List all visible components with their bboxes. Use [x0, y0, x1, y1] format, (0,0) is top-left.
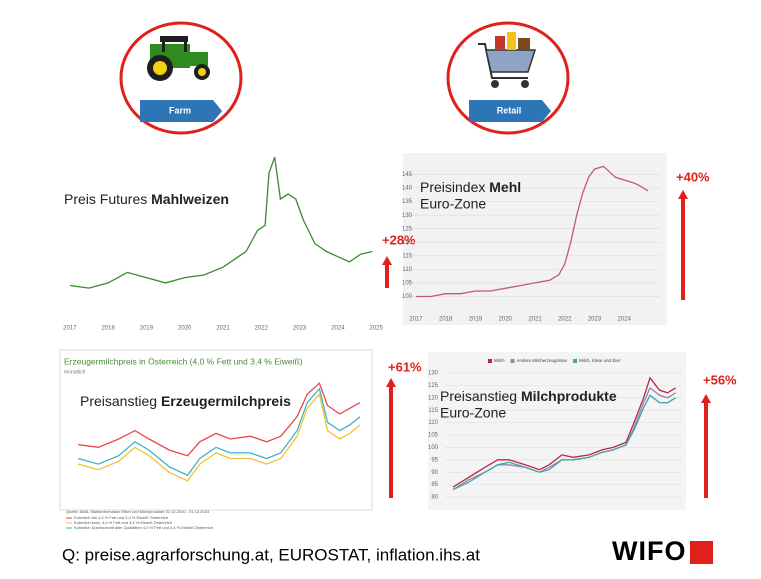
y-tick-label: 105 [428, 433, 439, 439]
x-tick-label: 2022 [255, 326, 269, 332]
y-tick-label: 115 [428, 408, 438, 414]
y-tick-label: 90 [431, 470, 438, 476]
legend-label: Kuhmilch konv. 4,0 % Fett und 3,4 % Eiwe… [74, 520, 172, 525]
legend-swatch [510, 359, 515, 363]
chart-title-text: Preisindex [420, 179, 485, 195]
y-tick-label: 135 [402, 199, 413, 205]
y-tick-label: 80 [431, 495, 438, 501]
x-tick-label: 2019 [469, 317, 483, 323]
legend-label: Kuhmilch Durchschnitt aller Qualitäten 4… [74, 525, 213, 530]
chart-title-bold: Erzeugermilchpreis [161, 393, 291, 409]
change-arrow [386, 378, 396, 498]
retail-button [469, 100, 551, 122]
chart-header-note: monatlich [64, 369, 86, 375]
chart-title-bold: Mehl [489, 179, 521, 195]
x-tick-label: 2017 [63, 326, 77, 332]
chart-title-bold: Mahlweizen [151, 191, 229, 207]
change-label: +61% [388, 359, 422, 374]
y-tick-label: 100 [402, 294, 413, 300]
change-label: +56% [703, 372, 737, 387]
tractor-icon [147, 36, 210, 81]
data-line [69, 156, 373, 289]
x-tick-label: 2020 [499, 317, 513, 323]
legend-label: Milch [494, 358, 505, 363]
retail-label: Retail [497, 105, 522, 115]
chart-title: Preisanstieg Milchprodukte [440, 388, 617, 404]
chart-header: Erzeugermilchpreis in Österreich (4,0 % … [64, 356, 303, 366]
chart-source: Quelle: AMA, Marktinformation Milch und … [66, 509, 210, 514]
x-tick-label: 2018 [101, 326, 115, 332]
x-tick-label: 2023 [293, 326, 307, 332]
x-tick-label: 2018 [439, 317, 453, 323]
data-line [78, 382, 361, 457]
chart-panel [59, 349, 373, 511]
cart-icon [478, 32, 537, 88]
y-tick-label: 130 [402, 213, 413, 219]
x-tick-label: 2023 [588, 317, 602, 323]
x-tick-label: 2024 [618, 317, 632, 323]
chart-title: Preisindex Mehl [420, 179, 521, 195]
chart-title-text: Preis Futures [64, 191, 147, 207]
data-line [416, 165, 649, 298]
x-tick-label: 2021 [528, 317, 542, 323]
chart-title-text: Preisanstieg [440, 388, 517, 404]
chart-subtitle: Euro-Zone [440, 405, 506, 421]
y-tick-label: 110 [428, 420, 438, 426]
change-arrow [701, 394, 711, 498]
y-tick-label: 100 [428, 445, 439, 451]
y-tick-label: 120 [402, 240, 413, 246]
x-tick-label: 2022 [558, 317, 572, 323]
x-tick-label: 2019 [140, 326, 154, 332]
x-tick-label: 2017 [409, 317, 423, 323]
x-tick-label: 2025 [369, 326, 383, 332]
footer-source: Q: preise.agrarforschung.at, EUROSTAT, i… [62, 545, 480, 564]
change-arrow [678, 190, 688, 300]
y-tick-label: 120 [428, 395, 439, 401]
wifo-logo-square [690, 541, 713, 564]
legend-swatch [573, 359, 578, 363]
data-line [77, 392, 361, 482]
farm-label: Farm [169, 105, 191, 115]
y-tick-label: 115 [402, 253, 412, 259]
legend-swatch [488, 359, 492, 363]
x-tick-label: 2020 [178, 326, 192, 332]
chart-title-bold: Milchprodukte [521, 388, 617, 404]
data-line [77, 387, 361, 477]
legend-label: Milch, Käse und Eier [579, 358, 621, 363]
y-tick-label: 105 [402, 280, 413, 286]
y-tick-label: 140 [402, 186, 413, 192]
change-label: +40% [676, 169, 710, 184]
chart-title: Preis Futures Mahlweizen [64, 191, 229, 207]
y-tick-label: 130 [428, 371, 439, 377]
change-arrow [382, 256, 392, 288]
data-line [452, 376, 676, 488]
legend-label: Kuhmilch bio 4,0 % Fett und 3,4 % Eiweiß… [74, 515, 168, 520]
legend-label: Andere Milcherzeugnisse [517, 358, 568, 363]
chart-subtitle: Euro-Zone [420, 196, 486, 212]
chart-title: Preisanstieg Erzeugermilchpreis [80, 393, 291, 409]
y-tick-label: 95 [431, 457, 438, 463]
x-tick-label: 2021 [216, 326, 230, 332]
chart-title-text: Preisanstieg [80, 393, 157, 409]
y-tick-label: 125 [402, 226, 413, 232]
y-tick-label: 125 [428, 383, 439, 389]
change-label: +28% [382, 232, 416, 247]
wifo-logo: WIFO [612, 536, 686, 566]
y-tick-label: 145 [402, 172, 413, 178]
data-line [452, 394, 676, 491]
chart-panel [428, 352, 686, 510]
y-tick-label: 85 [431, 482, 438, 488]
y-tick-label: 110 [402, 267, 412, 273]
farm-button [140, 100, 222, 122]
x-tick-label: 2024 [331, 326, 345, 332]
